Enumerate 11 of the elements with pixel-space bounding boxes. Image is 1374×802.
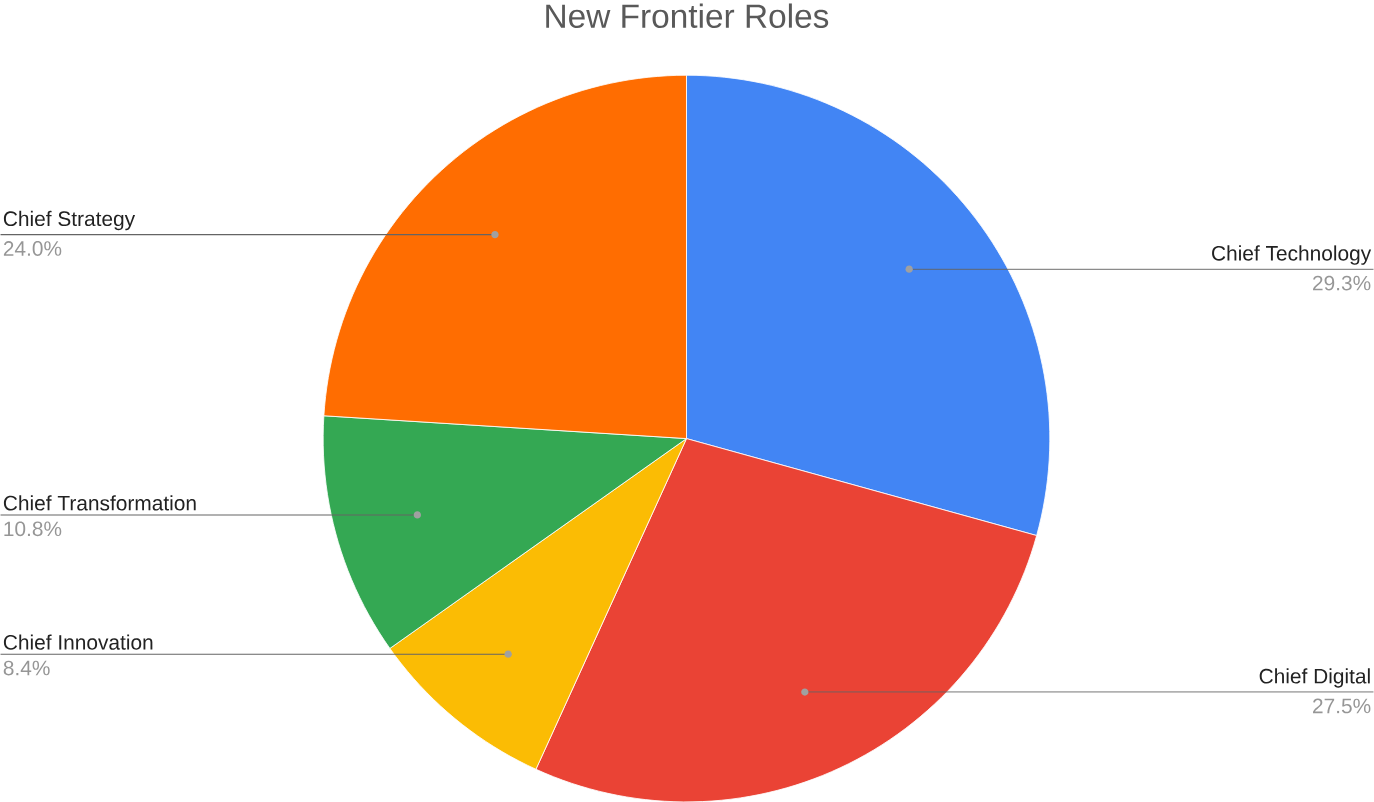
data-label: 10.8%	[4, 521, 62, 537]
chart-title: New Frontier Roles	[546, 3, 829, 28]
slice-label: Chief Transformation	[3, 495, 196, 511]
data-label: 29.3%	[1313, 275, 1371, 291]
data-label: 27.5%	[1313, 698, 1371, 714]
slice-label: Chief Technology	[1212, 245, 1372, 265]
data-label: 24.0%	[3, 240, 62, 256]
slice-label: Chief Digital	[1259, 668, 1370, 688]
slice-label: Chief Strategy	[3, 210, 136, 231]
slice-label: Chief Innovation	[3, 634, 153, 650]
data-label: 8.4%	[3, 660, 50, 676]
